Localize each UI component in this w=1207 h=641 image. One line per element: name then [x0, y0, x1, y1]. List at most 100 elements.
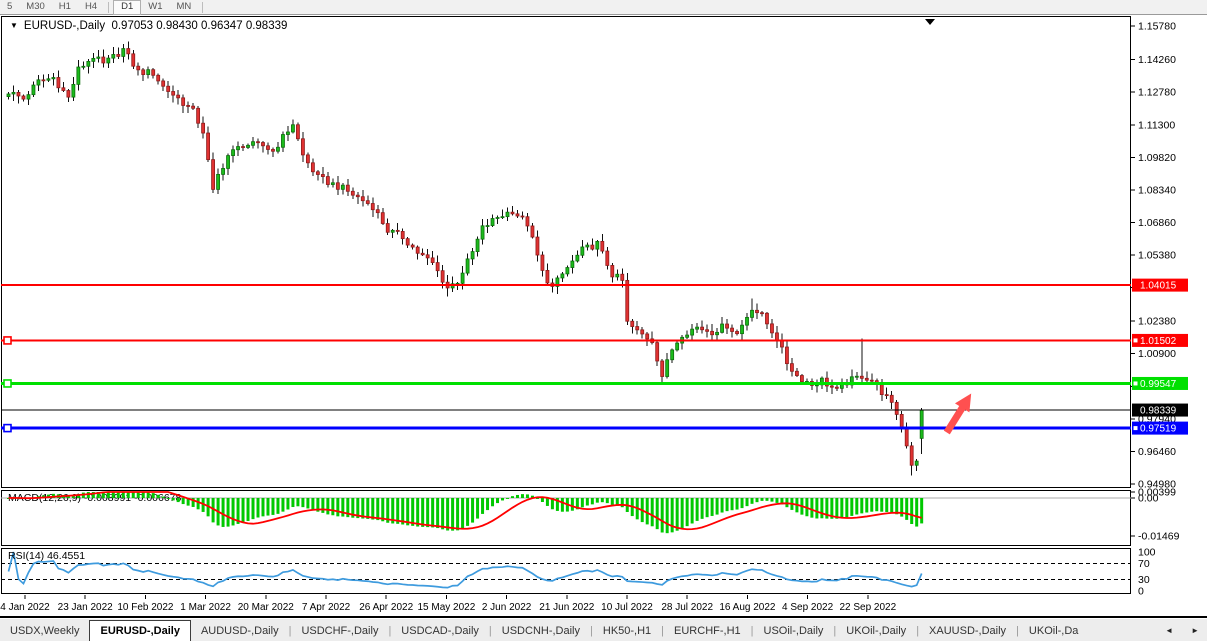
ohlc-low: 0.96347	[201, 20, 243, 32]
price-badge-0.99547: 0.99547	[1132, 376, 1188, 390]
svg-text:1.09820: 1.09820	[1138, 152, 1176, 164]
svg-text:30: 30	[1138, 574, 1150, 586]
tab-usdcnh-daily[interactable]: USDCNH-,Daily	[501, 625, 581, 637]
date-axis: 4 Jan 2022 23 Jan 2022 10 Feb 2022 1 Mar 20…	[0, 595, 897, 613]
rsi-panel	[1, 548, 1131, 594]
svg-text:1.08340: 1.08340	[1138, 184, 1176, 196]
tab-usdchf-daily[interactable]: USDCHF-,Daily	[301, 625, 379, 637]
h-line-handle-1.01502[interactable]	[3, 336, 12, 345]
svg-text:100: 100	[1138, 547, 1156, 559]
scroll-right-icon[interactable]: ►	[1191, 626, 1199, 635]
toolbar-divider	[108, 1, 110, 13]
svg-text:10 Jul 2022: 10 Jul 2022	[601, 602, 653, 613]
svg-text:1.15780: 1.15780	[1138, 21, 1176, 33]
ohlc-close: 0.98339	[245, 20, 288, 32]
tab-hk50-h1[interactable]: HK50-,H1	[602, 625, 652, 637]
svg-text:70: 70	[1138, 558, 1150, 570]
price-badge-0.98339: 0.98339	[1132, 403, 1188, 417]
svg-text:0: 0	[1138, 586, 1144, 598]
price-axis: 1.15780 1.14260 1.12780 1.11300 1.09820 1.083…	[1131, 21, 1180, 598]
svg-text:0.98339: 0.98339	[1140, 406, 1177, 417]
tab-eurchf-h1[interactable]: EURCHF-,H1	[674, 625, 741, 637]
svg-text:2 Jun 2022: 2 Jun 2022	[482, 602, 532, 613]
price-badge-0.97519: 0.97519	[1132, 421, 1188, 435]
timeframe-button-d1[interactable]: D1	[113, 0, 142, 15]
price-badge-1.01502: 1.01502	[1132, 333, 1188, 347]
svg-text:21 Jun 2022: 21 Jun 2022	[539, 602, 594, 613]
svg-text:0.00399: 0.00399	[1138, 487, 1176, 499]
chart-symbol-label: EURUSD-,Daily	[23, 20, 106, 32]
svg-text:7 Apr 2022: 7 Apr 2022	[302, 602, 351, 613]
tab-separator: |	[750, 625, 754, 637]
svg-text:1.06860: 1.06860	[1138, 217, 1176, 229]
h-line-handle-0.99547[interactable]	[3, 379, 12, 388]
rsi-label: RSI(14) 46.4551	[8, 550, 85, 562]
svg-text:1.14260: 1.14260	[1138, 54, 1176, 66]
svg-text:4 Sep 2022: 4 Sep 2022	[782, 602, 834, 613]
tab-separator: |	[590, 625, 593, 637]
tab-separator: |	[916, 625, 920, 637]
timeframe-toolbar: 5 M30 H1 H4 D1 W1 MN	[0, 0, 1207, 15]
symbol-dropdown-icon[interactable]: ▼	[10, 21, 18, 30]
tab-ukoil-da[interactable]: UKOil-,Da	[1028, 625, 1079, 637]
svg-text:1 Mar 2022: 1 Mar 2022	[180, 602, 231, 613]
svg-text:1.01502: 1.01502	[1140, 336, 1177, 347]
chart-title: ▼ EURUSD-,Daily 0.97053 0.98430 0.96347 0…	[10, 20, 287, 44]
trend-arrow-annotation[interactable]	[940, 389, 979, 437]
svg-text:0.00: 0.00	[1138, 493, 1159, 505]
svg-text:26 Apr 2022: 26 Apr 2022	[359, 602, 413, 613]
timeframe-button-h4[interactable]: H4	[84, 1, 98, 12]
svg-text:4 Jan 2022: 4 Jan 2022	[0, 602, 50, 613]
h-line-handle-0.97519[interactable]	[3, 423, 12, 433]
timeframe-button-5[interactable]: 5	[7, 1, 13, 12]
rsi-line	[7, 551, 923, 589]
tab-separator: |	[388, 625, 392, 637]
svg-text:1.02380: 1.02380	[1138, 316, 1176, 328]
timeframe-button-h1[interactable]: H1	[58, 1, 71, 12]
tab-usdx-weekly[interactable]: USDX,Weekly	[10, 625, 80, 637]
macd-signal-line	[8, 491, 922, 531]
tab-scroll-arrows: ◄ ►	[1165, 621, 1207, 641]
svg-text:23 Jan 2022: 23 Jan 2022	[58, 602, 113, 613]
svg-text:22 Sep 2022: 22 Sep 2022	[839, 602, 896, 613]
symbol-tab-bar: USDX,Weekly EURUSD-,Daily AUDUSD-,Daily | US…	[0, 619, 1207, 641]
tab-usoil-daily[interactable]: USOil-,Daily	[763, 625, 824, 637]
window-bottom-frame	[0, 616, 1207, 618]
toolbar-divider	[202, 1, 204, 13]
svg-text:20 Mar 2022: 20 Mar 2022	[238, 602, 295, 613]
tab-xauusd-daily[interactable]: XAUUSD-,Daily	[929, 625, 1007, 637]
tab-separator: |	[833, 625, 837, 637]
svg-text:1.00900: 1.00900	[1138, 348, 1176, 360]
tab-separator: |	[661, 625, 665, 637]
svg-text:28 Jul 2022: 28 Jul 2022	[661, 602, 713, 613]
svg-text:16 Aug 2022: 16 Aug 2022	[719, 602, 776, 613]
svg-text:0.99547: 0.99547	[1140, 379, 1177, 390]
svg-text:1.12780: 1.12780	[1138, 87, 1176, 99]
price-badge-1.04015: 1.04015	[1132, 278, 1188, 292]
scroll-left-icon[interactable]: ◄	[1165, 626, 1174, 635]
tab-separator: |	[1016, 625, 1019, 637]
ohlc-high: 0.98430	[156, 20, 198, 32]
svg-text:0.96460: 0.96460	[1138, 446, 1176, 458]
svg-text:0.94980: 0.94980	[1138, 478, 1176, 490]
svg-text:15 May 2022: 15 May 2022	[417, 602, 475, 613]
svg-text:1.05380: 1.05380	[1138, 250, 1176, 262]
last-bar-marker-icon	[925, 19, 935, 25]
timeframe-button-w1[interactable]: W1	[148, 1, 163, 12]
tab-usdcad-daily[interactable]: USDCAD-,Daily	[401, 625, 479, 637]
ohlc-open: 0.97053	[111, 20, 154, 32]
svg-text:-0.01469: -0.01469	[1138, 531, 1180, 543]
svg-text:0.97519: 0.97519	[1140, 424, 1177, 435]
tab-eurusd-daily[interactable]: EURUSD-,Daily	[89, 620, 191, 641]
svg-text:10 Feb 2022: 10 Feb 2022	[117, 602, 174, 613]
tab-audusd-daily[interactable]: AUDUSD-,Daily	[200, 625, 279, 637]
svg-text:1.11300: 1.11300	[1138, 119, 1175, 131]
tab-separator: |	[488, 625, 492, 637]
svg-text:1.04015: 1.04015	[1140, 281, 1177, 292]
tab-separator: |	[288, 625, 292, 637]
timeframe-button-mn[interactable]: MN	[176, 1, 192, 12]
timeframe-button-m30[interactable]: M30	[26, 1, 45, 12]
tab-ukoil-daily[interactable]: UKOil-,Daily	[846, 625, 907, 637]
